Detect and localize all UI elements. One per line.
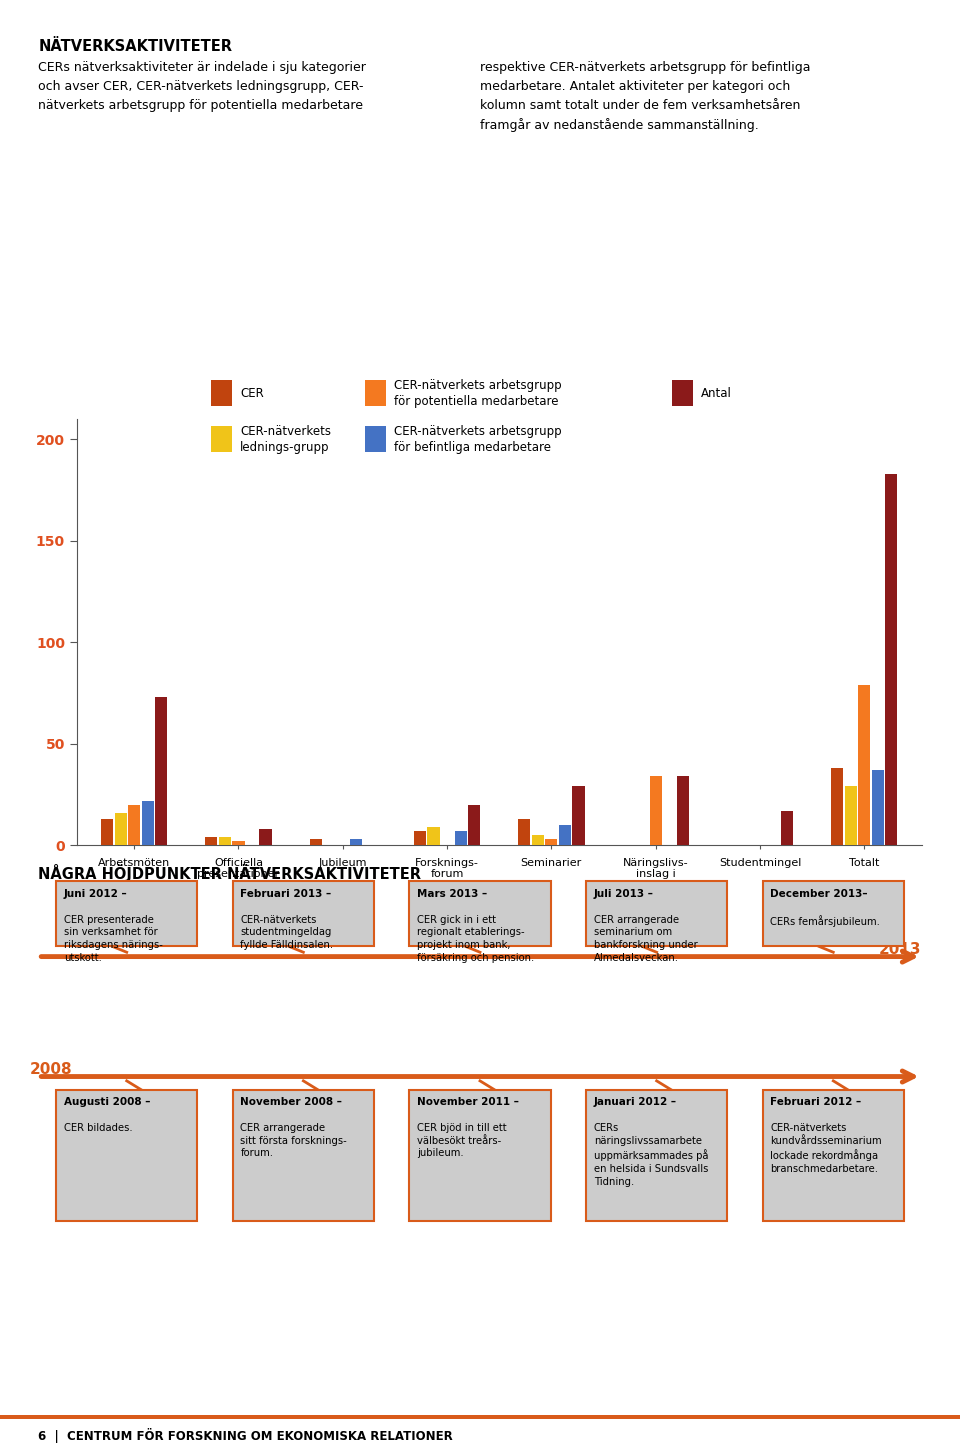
Bar — [831, 769, 843, 845]
Bar — [114, 814, 127, 845]
Text: CER arrangerade
sitt första forsknings-
forum.: CER arrangerade sitt första forsknings- … — [240, 1123, 348, 1159]
Text: CER: CER — [240, 387, 264, 399]
Text: Augusti 2008 –: Augusti 2008 – — [63, 1097, 150, 1107]
Bar — [101, 819, 113, 845]
Text: CER arrangerade
seminarium om
bankforskning under
Almedalsveckan.: CER arrangerade seminarium om bankforskn… — [593, 915, 697, 962]
Text: Juni 2012 –: Juni 2012 – — [63, 889, 128, 899]
Text: 2008: 2008 — [30, 1062, 72, 1077]
Bar — [650, 776, 661, 845]
Text: 6  |  CENTRUM FÖR FORSKNING OM EKONOMISKA RELATIONER: 6 | CENTRUM FÖR FORSKNING OM EKONOMISKA … — [38, 1428, 453, 1442]
Text: NÅGRA HÖJDPUNKTER NÄTVERKSAKTIVITETER: NÅGRA HÖJDPUNKTER NÄTVERKSAKTIVITETER — [38, 864, 421, 881]
Text: 2013: 2013 — [879, 942, 922, 957]
Text: CER gick in i ett
regionalt etablerings-
projekt inom bank,
försäkring och pensi: CER gick in i ett regionalt etablerings-… — [417, 915, 535, 962]
Text: December 2013–: December 2013– — [770, 889, 868, 899]
Text: CERs
näringslivssamarbete
uppmärksammades på
en helsida i Sundsvalls
Tidning.: CERs näringslivssamarbete uppmärksammade… — [593, 1123, 708, 1186]
Bar — [219, 837, 231, 845]
Text: respektive CER-nätverkets arbetsgrupp för befintliga
medarbetare. Antalet aktivi: respektive CER-nätverkets arbetsgrupp fö… — [480, 61, 810, 133]
Bar — [885, 474, 898, 845]
Bar — [559, 825, 571, 845]
Bar — [454, 831, 467, 845]
Bar — [156, 696, 167, 845]
Bar — [468, 805, 480, 845]
Bar — [142, 801, 154, 845]
Text: Juli 2013 –: Juli 2013 – — [593, 889, 654, 899]
Text: CER-nätverkets arbetsgrupp
för potentiella medarbetare: CER-nätverkets arbetsgrupp för potentiel… — [394, 379, 562, 407]
Text: CER-nätverkets
lednings-grupp: CER-nätverkets lednings-grupp — [240, 425, 331, 454]
Text: CERs nätverksaktiviteter är indelade i sju kategorier
och avser CER, CER-nätverk: CERs nätverksaktiviteter är indelade i s… — [38, 61, 367, 111]
Text: CER-nätverkets arbetsgrupp
för befintliga medarbetare: CER-nätverkets arbetsgrupp för befintlig… — [394, 425, 562, 454]
Bar — [872, 770, 884, 845]
Text: Mars 2013 –: Mars 2013 – — [417, 889, 487, 899]
Bar — [259, 829, 272, 845]
Bar — [414, 831, 426, 845]
Bar — [545, 840, 558, 845]
Text: CERs femårsjubileum.: CERs femårsjubileum. — [770, 915, 880, 926]
Text: NÄTVERKSAKTIVITETER: NÄTVERKSAKTIVITETER — [38, 39, 232, 53]
Text: Februari 2013 –: Februari 2013 – — [240, 889, 331, 899]
Bar — [532, 835, 544, 845]
Text: CER bjöd in till ett
välbesökt treårs-
jubileum.: CER bjöd in till ett välbesökt treårs- j… — [417, 1123, 507, 1159]
Bar — [350, 840, 363, 845]
Text: CER bildades.: CER bildades. — [63, 1123, 132, 1133]
Text: Antal: Antal — [701, 387, 732, 399]
Bar — [572, 786, 585, 845]
Bar — [858, 685, 871, 845]
Text: CER-nätverkets
studentmingeldag
fyllde Fälldinsalen.: CER-nätverkets studentmingeldag fyllde F… — [240, 915, 333, 951]
Text: Januari 2012 –: Januari 2012 – — [593, 1097, 677, 1107]
Text: November 2011 –: November 2011 – — [417, 1097, 519, 1107]
Bar — [427, 827, 440, 845]
Bar — [845, 786, 856, 845]
Bar — [309, 840, 322, 845]
Bar — [518, 819, 530, 845]
Bar — [677, 776, 689, 845]
Text: CER-nätverkets
kundvårdsseminarium
lockade rekordmånga
branschmedarbetare.: CER-nätverkets kundvårdsseminarium locka… — [770, 1123, 882, 1173]
Text: CER presenterade
sin verksamhet för
riksdagens närings-
utskott.: CER presenterade sin verksamhet för riks… — [63, 915, 162, 962]
Bar — [232, 841, 245, 845]
Bar — [780, 811, 793, 845]
Text: November 2008 –: November 2008 – — [240, 1097, 343, 1107]
Text: Februari 2012 –: Februari 2012 – — [770, 1097, 861, 1107]
Bar — [128, 805, 140, 845]
Bar — [205, 837, 218, 845]
